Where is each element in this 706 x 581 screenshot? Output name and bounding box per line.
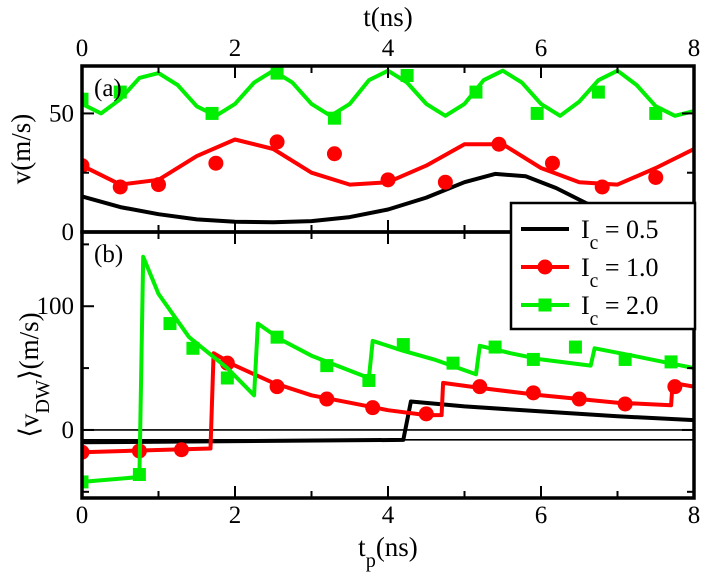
data-point (526, 352, 540, 366)
x-axis-title: tp(ns) (358, 532, 418, 572)
x-tick-label: 6 (535, 502, 548, 529)
data-point (327, 111, 341, 125)
data-point (664, 355, 678, 369)
data-point (488, 340, 502, 354)
data-point (319, 391, 335, 407)
legend-label: Ic = 0.5 (581, 215, 659, 254)
data-point (472, 379, 488, 395)
y-tick-label: 50 (49, 100, 74, 127)
y-axis-title: ⟨vDW⟩(m/s) (14, 312, 54, 437)
data-point (571, 391, 587, 407)
panel-b: 0 100 (b) 0 2 4 6 8 tp(ns) ⟨vDW⟩(m/s) (14, 230, 701, 572)
data-point (163, 317, 177, 331)
top-x-tick-label: 6 (535, 35, 548, 62)
y-axis-title: v(m/s) (6, 114, 36, 185)
data-point (270, 66, 284, 80)
data-point (269, 134, 285, 150)
data-point (380, 172, 396, 188)
data-point (617, 396, 633, 412)
data-point (82, 158, 90, 174)
data-point (151, 177, 166, 193)
y-tick-label: 100 (37, 293, 75, 320)
data-point (82, 444, 90, 460)
legend-label: Ic = 2.0 (581, 291, 659, 330)
data-point (568, 340, 582, 354)
data-point (437, 174, 453, 190)
y-tick-label: 0 (62, 219, 75, 246)
series-line (82, 351, 694, 455)
data-point (469, 85, 483, 99)
x-tick-label: 8 (688, 502, 701, 529)
legend: Ic = 0.5Ic = 1.0Ic = 2.0 (509, 201, 697, 331)
data-point (205, 106, 219, 120)
data-point (82, 92, 89, 106)
panel-a: 050(a)0 2 4 6 8t(ns)v(m/s) (6, 2, 700, 246)
data-point (132, 467, 146, 481)
data-point (173, 442, 189, 458)
data-point (594, 179, 610, 195)
data-point (491, 136, 507, 152)
data-point (362, 373, 376, 387)
data-point (208, 155, 224, 171)
legend-swatch-marker (538, 298, 552, 312)
data-point (326, 146, 342, 162)
top-x-tick-label: 8 (688, 35, 701, 62)
data-point (112, 179, 128, 195)
data-point (270, 330, 284, 344)
data-point (418, 406, 434, 422)
data-point (365, 400, 381, 416)
data-point (618, 352, 632, 366)
data-point (667, 379, 683, 395)
data-point (591, 85, 605, 99)
data-point (186, 341, 200, 355)
legend-swatch-marker (537, 259, 553, 275)
data-point (400, 68, 414, 82)
top-x-axis-title: t(ns) (363, 2, 413, 32)
data-point (113, 85, 127, 99)
y-tick-label: 0 (62, 417, 75, 444)
data-point (269, 379, 285, 395)
data-point (446, 356, 460, 370)
data-point (530, 106, 544, 120)
panel-tag: (a) (94, 75, 122, 102)
series-line (82, 254, 694, 484)
data-point (648, 169, 664, 185)
top-x-tick-label: 2 (229, 35, 242, 62)
panel-tag: (b) (94, 241, 123, 268)
top-x-tick-label: 0 (76, 35, 89, 62)
data-point (525, 385, 541, 401)
data-point (82, 475, 89, 489)
data-point (220, 371, 234, 385)
data-point (396, 338, 410, 352)
series-line (82, 399, 694, 445)
data-point (320, 359, 334, 373)
top-x-tick-label: 4 (382, 35, 395, 62)
data-point (544, 155, 560, 171)
x-tick-label: 2 (229, 502, 242, 529)
legend-label: Ic = 1.0 (581, 253, 659, 292)
data-point (649, 106, 663, 120)
x-tick-label: 0 (76, 502, 89, 529)
x-tick-label: 4 (382, 502, 395, 529)
